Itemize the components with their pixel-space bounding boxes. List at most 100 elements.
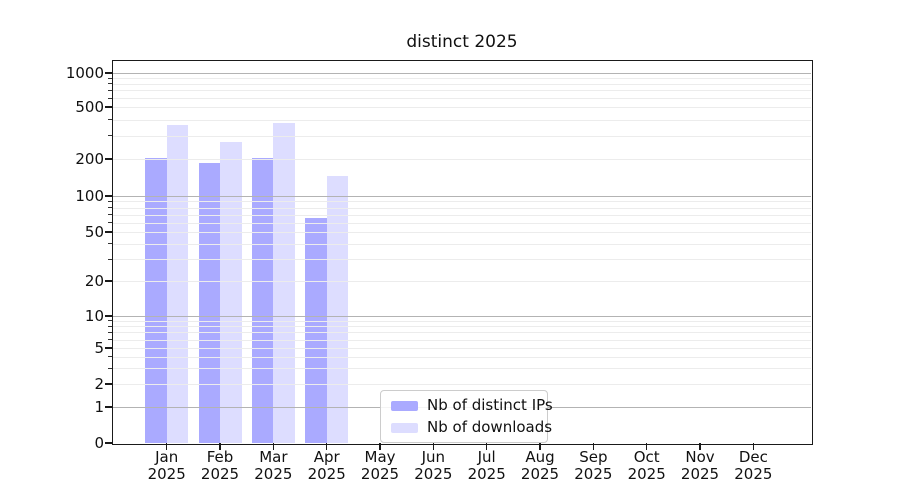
x-tick-label-year: 2025 — [520, 465, 560, 483]
x-tick-mark — [165, 443, 168, 450]
bar-mar-downloads — [273, 122, 295, 443]
minor-gridline — [113, 326, 811, 328]
y-tick-label: 100 — [75, 187, 104, 205]
x-tick-label: Oct 2025 — [611, 449, 683, 483]
y-minor-tick-mark — [108, 320, 112, 322]
legend-entry: Nb of distinct IPs — [391, 397, 553, 414]
x-tick-label: Jun 2025 — [397, 449, 469, 483]
y-minor-tick-mark — [108, 89, 112, 91]
minor-gridline — [113, 368, 811, 370]
y-minor-tick-mark — [108, 135, 112, 137]
x-tick-label-year: 2025 — [467, 465, 506, 483]
y-tick-mark — [104, 280, 112, 282]
y-tick-mark — [104, 158, 112, 160]
legend-label: Nb of downloads — [427, 418, 553, 436]
minor-gridline — [113, 201, 811, 203]
x-tick-mark — [699, 443, 701, 450]
y-minor-tick-mark — [108, 119, 112, 121]
x-tick-label: Sep 2025 — [557, 449, 629, 483]
y-tick-mark — [104, 442, 112, 444]
y-minor-tick-mark — [108, 77, 112, 79]
plot-area: Nb of distinct IPs Nb of downloads — [104, 59, 813, 450]
x-tick-label-month: Sep — [579, 448, 608, 466]
x-tick-label-year: 2025 — [627, 465, 666, 483]
legend-entry: Nb of downloads — [391, 419, 552, 436]
x-tick-label: Aug 2025 — [504, 449, 576, 483]
x-tick-label-year: 2025 — [734, 465, 773, 483]
minor-gridline — [113, 243, 811, 245]
minor-gridline — [113, 119, 811, 121]
x-tick-label-month: Mar — [259, 448, 288, 466]
x-tick-label-month: Dec — [738, 448, 768, 466]
y-minor-tick-mark — [108, 214, 112, 216]
y-minor-tick-mark — [108, 200, 112, 202]
x-tick-mark — [592, 443, 595, 450]
y-tick-label: 5 — [94, 339, 104, 357]
y-tick-mark — [104, 106, 112, 108]
bar-apr-distinct-ips — [305, 218, 327, 443]
legend-swatch-distinct-ips — [391, 400, 418, 411]
y-tick-label: 200 — [75, 150, 104, 168]
x-tick-label: May 2025 — [344, 449, 416, 483]
x-tick-label-month: Jan — [155, 448, 179, 466]
minor-gridline — [113, 135, 811, 137]
y-tick-mark — [104, 72, 112, 74]
minor-gridline — [113, 214, 811, 216]
x-tick-label-year: 2025 — [574, 465, 613, 483]
y-tick-mark — [104, 315, 112, 317]
y-tick-label: 500 — [75, 98, 104, 116]
y-minor-tick-mark — [108, 325, 112, 327]
major-gridline — [113, 316, 811, 317]
minor-gridline — [113, 281, 811, 282]
x-tick-label: Dec 2025 — [717, 449, 789, 483]
major-gridline — [113, 196, 811, 197]
x-tick-label-year: 2025 — [200, 465, 240, 483]
y-tick-label: 1 — [94, 398, 104, 416]
minor-gridline — [113, 348, 811, 349]
x-tick-label-month: Jun — [421, 448, 446, 466]
y-minor-tick-mark — [108, 331, 112, 333]
minor-gridline — [113, 107, 811, 108]
y-tick-mark — [104, 406, 112, 408]
y-minor-tick-mark — [108, 207, 112, 209]
y-tick-label: 50 — [84, 223, 104, 241]
y-tick-label: 10 — [84, 307, 104, 325]
y-tick-label: 20 — [84, 272, 104, 290]
x-tick-label: Feb 2025 — [184, 449, 256, 483]
y-minor-tick-mark — [108, 258, 112, 260]
major-gridline — [113, 73, 811, 74]
x-tick-label-year: 2025 — [414, 465, 453, 483]
x-tick-label-year: 2025 — [254, 465, 293, 483]
legend-label: Nb of distinct IPs — [427, 396, 553, 414]
y-minor-tick-mark — [108, 222, 112, 224]
y-minor-tick-mark — [108, 367, 112, 369]
y-tick-mark — [104, 195, 112, 197]
bar-mar-distinct-ips — [251, 157, 274, 443]
y-tick-label: 0 — [94, 434, 104, 452]
x-tick-mark — [219, 443, 221, 450]
x-tick-label-year: 2025 — [680, 465, 720, 483]
x-tick-label: Mar 2025 — [237, 449, 309, 483]
legend: Nb of distinct IPs Nb of downloads — [380, 390, 553, 443]
bar-feb-downloads — [220, 141, 242, 443]
y-tick-mark — [104, 383, 112, 385]
chart-title: distinct 2025 — [406, 32, 518, 52]
bar-jan-downloads — [166, 124, 189, 443]
x-tick-mark — [325, 443, 328, 450]
x-tick-label-month: Nov — [685, 448, 715, 466]
x-tick-label: Jan 2025 — [131, 449, 203, 483]
y-minor-tick-mark — [108, 356, 112, 358]
x-tick-label-year: 2025 — [307, 465, 346, 483]
minor-gridline — [113, 207, 811, 209]
legend-swatch-downloads — [391, 422, 418, 433]
bar-jan-distinct-ips — [145, 157, 167, 443]
y-minor-tick-mark — [108, 243, 112, 245]
x-tick-label-month: Oct — [633, 448, 660, 466]
minor-gridline — [113, 332, 811, 334]
x-tick-mark — [645, 443, 648, 450]
x-tick-mark — [379, 443, 381, 450]
minor-gridline — [113, 83, 811, 85]
bar-feb-distinct-ips — [198, 163, 221, 443]
bar-apr-downloads — [326, 176, 349, 443]
